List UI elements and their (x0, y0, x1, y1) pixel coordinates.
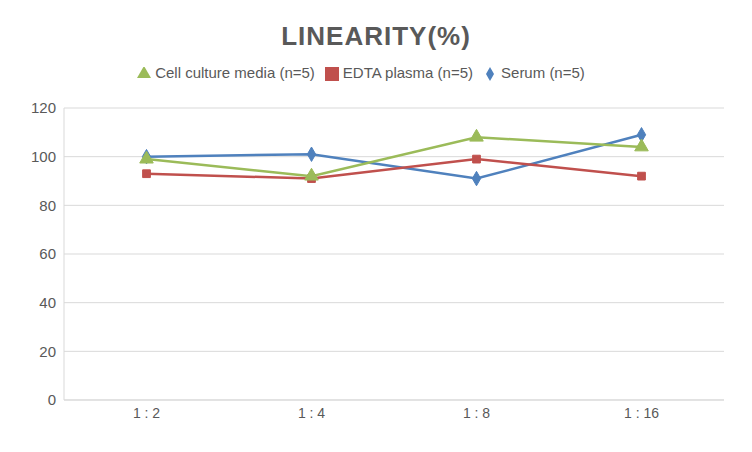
svg-text:60: 60 (39, 245, 56, 262)
html-text:Serum (n=5): Serum (n=5) (501, 64, 585, 81)
svg-text:40: 40 (39, 294, 56, 311)
svg-text:120: 120 (31, 99, 56, 116)
svg-text:0: 0 (48, 391, 56, 408)
html-text:EDTA plasma (n=5): EDTA plasma (n=5) (342, 64, 473, 81)
svg-text:1 : 4: 1 : 4 (298, 405, 325, 421)
svg-text:1 : 8: 1 : 8 (463, 405, 490, 421)
svg-text:1 : 2: 1 : 2 (133, 405, 160, 421)
svg-text:1 : 16: 1 : 16 (624, 405, 659, 421)
svg-text:100: 100 (31, 148, 56, 165)
svg-text:80: 80 (39, 197, 56, 214)
html-text:Cell culture media (n=5): Cell culture media (n=5) (155, 64, 315, 81)
html-text:LINEARITY(%): LINEARITY(%) (281, 21, 471, 51)
svg-text:20: 20 (39, 343, 56, 360)
